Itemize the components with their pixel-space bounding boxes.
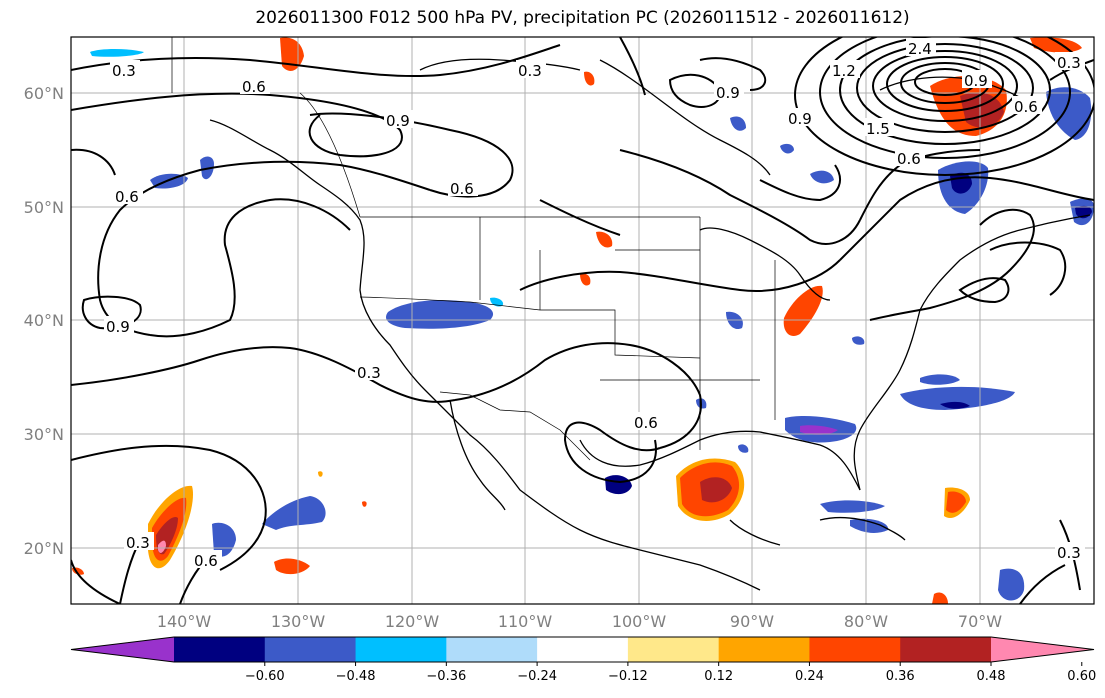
contour-label: 0.3 <box>518 62 542 80</box>
colorbar-segment <box>809 637 901 662</box>
colorbar-segment <box>900 637 992 662</box>
pv-contours <box>71 37 1094 604</box>
graticule <box>71 37 1094 604</box>
lat-label: 30°N <box>24 425 64 444</box>
colorbar-tick-label: 0.12 <box>704 669 733 684</box>
colorbar-segment <box>264 637 357 662</box>
contour-label: 0.9 <box>964 72 988 90</box>
contour-label: 0.9 <box>386 112 410 130</box>
lat-label: 60°N <box>24 84 64 103</box>
lon-label: 90°W <box>730 612 774 631</box>
contour-label: 0.3 <box>1057 544 1081 562</box>
contour-label: 0.6 <box>194 552 218 570</box>
colorbar-tick-label: −0.48 <box>336 669 376 684</box>
contour-label: 1.2 <box>832 62 856 80</box>
colorbar-segment <box>446 637 538 662</box>
colorbar-segment <box>718 637 810 662</box>
lon-label: 120°W <box>385 612 440 631</box>
lon-label: 140°W <box>157 612 212 631</box>
contour-label: 0.6 <box>242 78 266 96</box>
contour-label: 0.9 <box>106 318 130 336</box>
colorbar-segment <box>174 637 266 662</box>
colorbar-extend-high <box>991 637 1094 662</box>
contour-label: 1.5 <box>866 120 890 138</box>
colorbar-segment <box>627 637 720 662</box>
colorbar-tick-label: 0.60 <box>1067 669 1096 684</box>
colorbar-tick-label: 0.36 <box>886 669 915 684</box>
colorbar-outline <box>70 636 1095 663</box>
contour-label: 0.3 <box>112 62 136 80</box>
lon-label: 110°W <box>498 612 553 631</box>
colorbar-extend-low <box>71 637 174 662</box>
lon-label: 130°W <box>271 612 326 631</box>
colorbar-segment <box>537 637 629 662</box>
colorbar-tick-label: −0.60 <box>245 669 285 684</box>
contour-label: 0.6 <box>1014 98 1038 116</box>
colorbar-tick-label: 0.24 <box>795 669 824 684</box>
contour-label-group: 0.3 0.6 0.9 0.6 0.3 0.9 0.6 0.6 0.3 0.6 … <box>104 38 1085 570</box>
lat-label: 50°N <box>24 198 64 217</box>
contour-label: 0.6 <box>634 414 658 432</box>
plot-frame <box>70 36 1095 605</box>
pv-high-contours <box>794 37 1094 176</box>
lon-label: 100°W <box>612 612 667 631</box>
contour-label: 0.3 <box>357 364 381 382</box>
lon-label: 80°W <box>844 612 888 631</box>
lat-label: 20°N <box>24 539 64 558</box>
contour-label: 0.9 <box>788 110 812 128</box>
contour-label: 0.3 <box>126 534 150 552</box>
contour-label: 0.6 <box>450 180 474 198</box>
colorbar-segment <box>355 637 447 662</box>
coastlines <box>209 58 1091 591</box>
lat-label: 40°N <box>24 311 64 330</box>
lon-label: 70°W <box>958 612 1002 631</box>
colorbar-tick-label: −0.24 <box>517 669 557 684</box>
longitude-labels: 140°W 130°W 120°W 110°W 100°W 90°W 80°W … <box>157 612 1002 631</box>
contour-label: 2.4 <box>908 40 932 58</box>
map-title: 2026011300 F012 500 hPa PV, precipitatio… <box>255 8 910 28</box>
contour-label: 0.6 <box>115 188 139 206</box>
latitude-labels: 60°N 50°N 40°N 30°N 20°N <box>24 84 64 558</box>
contour-label: 0.6 <box>897 150 921 168</box>
contour-label: 0.9 <box>716 84 740 102</box>
colorbar: −0.60 −0.48 −0.36 −0.24 −0.12 0.12 0.24 0.36 0.4… <box>70 636 1096 684</box>
contour-label: 0.3 <box>1057 54 1081 72</box>
colorbar-tick-label: −0.12 <box>608 669 648 684</box>
colorbar-tick-label: 0.48 <box>977 669 1006 684</box>
colorbar-tick-label: −0.36 <box>426 669 466 684</box>
